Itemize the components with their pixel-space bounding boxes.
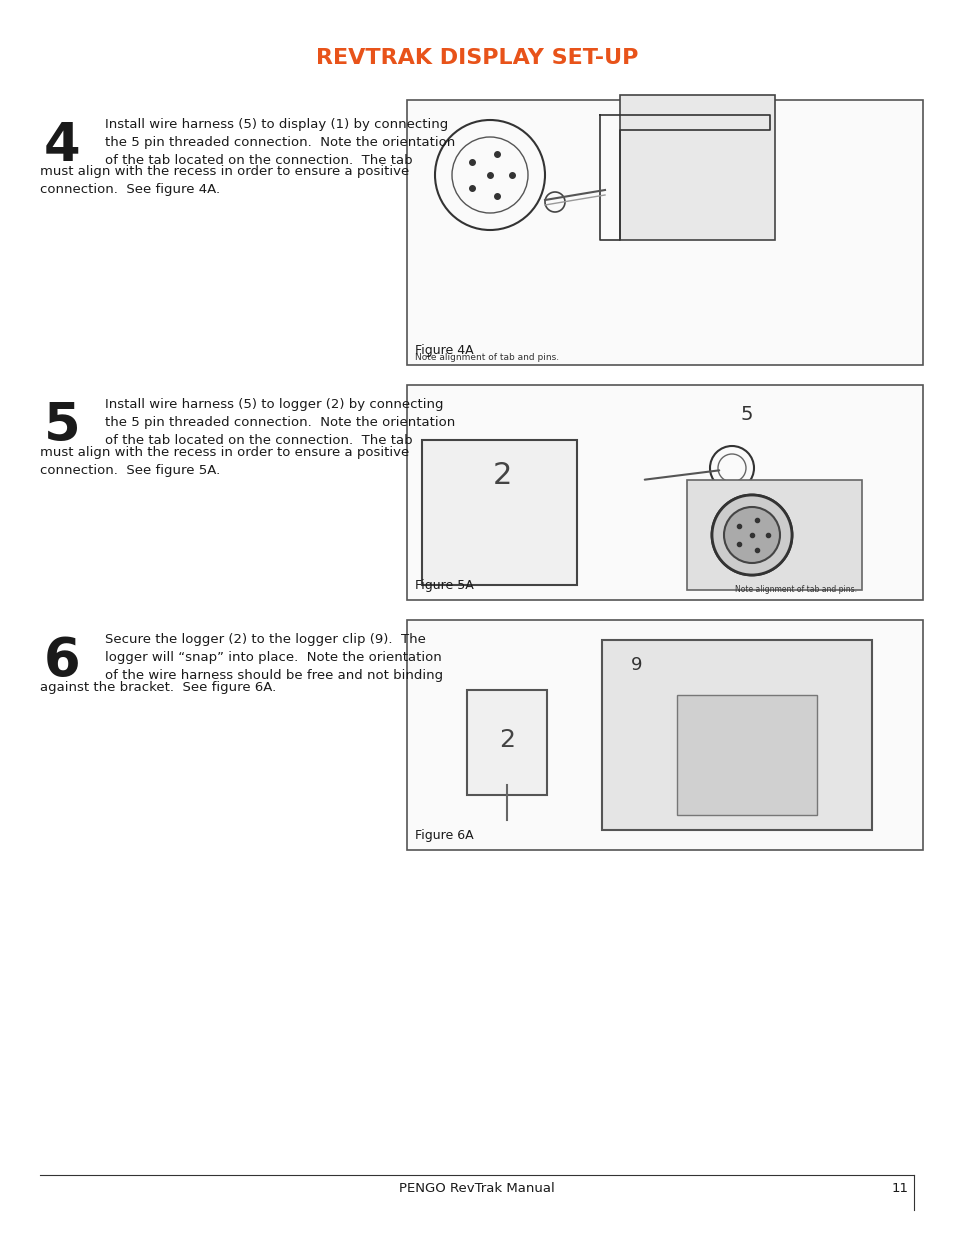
Bar [467,690,546,795]
Bar [677,695,816,815]
Circle shape [711,495,791,576]
Text: Figure 5A: Figure 5A [415,579,474,592]
Bar [686,480,862,590]
Text: 9: 9 [631,656,642,674]
Text: must align with the recess in order to ensure a positive
connection.  See figure: must align with the recess in order to e… [40,446,409,477]
Text: Figure 4A: Figure 4A [415,345,473,357]
Text: 5: 5 [44,400,80,452]
Text: REVTRAK DISPLAY SET-UP: REVTRAK DISPLAY SET-UP [315,48,638,68]
Text: 4: 4 [44,120,80,172]
Text: Note alignment of tab and pins.: Note alignment of tab and pins. [415,353,558,362]
Text: Install wire harness (5) to display (1) by connecting
the 5 pin threaded connect: Install wire harness (5) to display (1) … [105,119,455,167]
Text: must align with the recess in order to ensure a positive
connection.  See figure: must align with the recess in order to e… [40,165,409,196]
Text: PENGO RevTrak Manual: PENGO RevTrak Manual [398,1182,555,1194]
Text: against the bracket.  See figure 6A.: against the bracket. See figure 6A. [40,680,276,694]
Text: 11: 11 [890,1182,907,1194]
Bar [619,95,774,240]
Text: 5: 5 [740,405,753,425]
Text: Secure the logger (2) to the logger clip (9).  The
logger will “snap” into place: Secure the logger (2) to the logger clip… [105,634,442,682]
Bar [407,385,923,600]
Bar [407,100,923,366]
Text: Install wire harness (5) to logger (2) by connecting
the 5 pin threaded connecti: Install wire harness (5) to logger (2) b… [105,398,455,447]
Text: Note alignment of tab and pins.: Note alignment of tab and pins. [734,585,856,594]
Text: 2: 2 [498,727,515,752]
Bar [601,640,871,830]
Circle shape [723,508,780,563]
Bar [407,620,923,850]
Text: 6: 6 [44,635,80,687]
Text: 2: 2 [492,461,511,489]
Bar [421,440,577,585]
Text: Figure 6A: Figure 6A [415,829,473,842]
